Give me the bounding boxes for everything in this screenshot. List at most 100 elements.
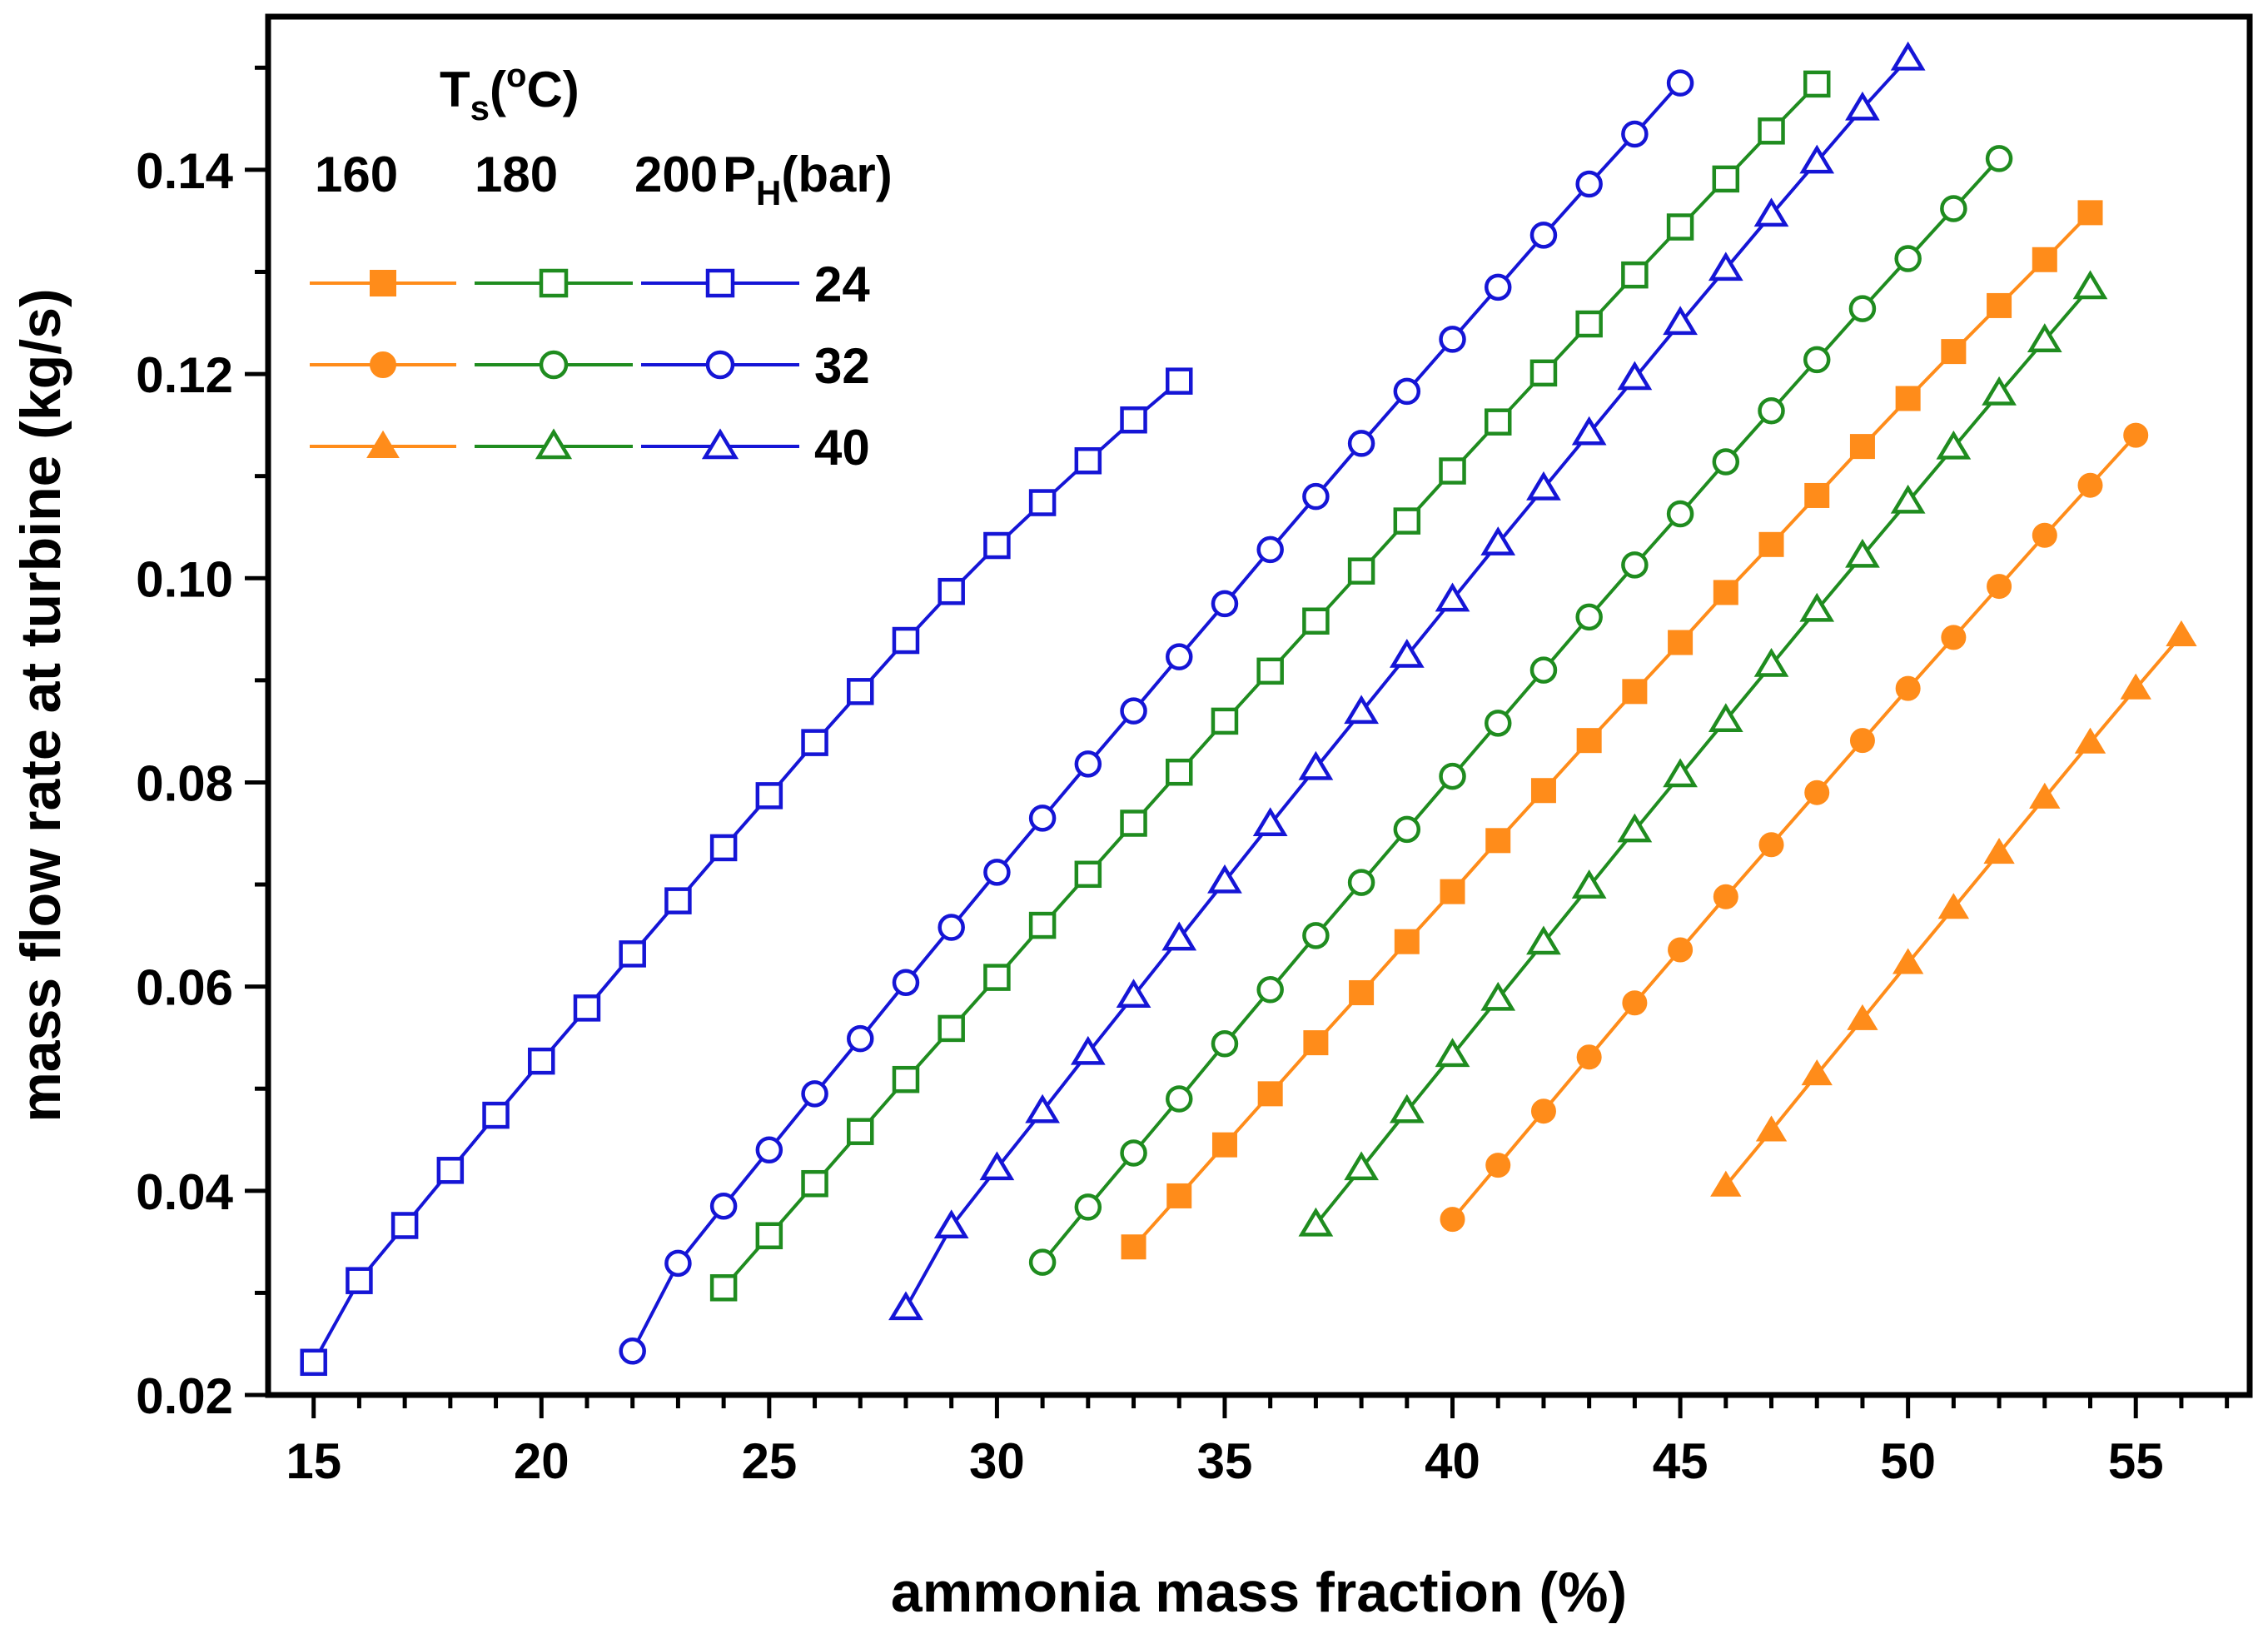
series-200-40-point <box>979 1151 1015 1181</box>
series-200-24-point <box>755 782 783 810</box>
series-200-40-point <box>1663 306 1698 336</box>
series-200-24 <box>300 367 1193 1377</box>
series-180-32-point <box>1666 500 1694 528</box>
series-180-32-point <box>1166 1085 1193 1113</box>
series-200-32-point <box>892 969 920 996</box>
series-180-32-point <box>1302 922 1330 949</box>
series-200-40-point <box>1161 921 1197 951</box>
series-180-40-point <box>1708 703 1743 732</box>
series-200-24-point <box>619 940 646 968</box>
series-160-24-line <box>1132 212 2091 1248</box>
series-180-24-point <box>892 1065 920 1093</box>
legend-sample-marker <box>370 351 396 378</box>
series-160-40 <box>1710 620 2197 1197</box>
series-160-24-point <box>1758 531 1784 557</box>
series-160-24-point <box>1713 580 1738 605</box>
series-200-24-point <box>847 678 874 705</box>
series-200-24-point <box>528 1047 555 1075</box>
legend: Ts(oC) 160 180 200 PH(bar) 24 32 40 <box>310 57 893 476</box>
series-200-32-point <box>1347 430 1375 457</box>
x-tick-label: 25 <box>741 1433 797 1489</box>
series-200-40-point <box>1025 1093 1060 1123</box>
series-180-40-point <box>1480 981 1516 1011</box>
series-160-40-point <box>1847 1004 1878 1030</box>
series-200-40-point <box>1070 1035 1106 1065</box>
series-180-40-point <box>1799 592 1835 622</box>
series-180-24-point <box>983 964 1011 991</box>
series-160-24-point <box>2032 247 2057 272</box>
series-200-32-point <box>1166 643 1193 670</box>
x-tick-label: 20 <box>514 1433 569 1489</box>
series-200-24-point <box>390 1212 419 1239</box>
series-160-24-point <box>1394 929 1420 954</box>
y-tick-label: 0.06 <box>136 960 233 1016</box>
series-200-32 <box>619 69 1694 1365</box>
series-180-32-point <box>1393 815 1421 844</box>
legend-row-label-24: 24 <box>814 257 870 312</box>
series-160-32-point <box>1804 780 1830 805</box>
x-axis-label: ammonia mass fraction (%) <box>891 1561 1627 1624</box>
x-tick-label: 50 <box>1880 1433 1936 1489</box>
legend-column-label-200: 200 <box>634 147 718 202</box>
series-180-40-point <box>2072 270 2108 300</box>
series-180-32-point <box>1712 448 1740 476</box>
series-180-24-point <box>847 1118 874 1145</box>
series-160-32-line <box>1450 434 2137 1221</box>
legend-sample-marker <box>535 428 573 460</box>
series-180-24-point <box>709 1274 738 1302</box>
series-180-40 <box>1298 270 2108 1237</box>
series-180-24-point <box>938 1014 965 1043</box>
series-160-24-point <box>1121 1234 1146 1260</box>
series-180-32-line <box>1041 157 2001 1263</box>
series-180-32-point <box>1758 396 1785 425</box>
series-160-40-point <box>2029 782 2061 809</box>
series-200-32-point <box>983 859 1011 886</box>
series-160-24-point <box>1211 1132 1237 1158</box>
series-180-24-point <box>1074 860 1102 889</box>
series-180-24-point <box>1211 707 1239 735</box>
series-200-32-point <box>938 914 965 941</box>
series-180-40-point <box>2027 323 2062 352</box>
legend-sample-marker <box>701 428 739 460</box>
series-200-24-point <box>1028 489 1057 516</box>
series-180-24-point <box>1439 457 1466 485</box>
series-200-32-point <box>1666 69 1694 97</box>
series-200-32-point <box>1211 590 1239 618</box>
series-200-32-point <box>1575 170 1603 198</box>
series-160-32 <box>1440 422 2149 1233</box>
plot-frame <box>265 13 2253 1398</box>
series-180-32-point <box>1028 1248 1057 1276</box>
x-tick-label: 55 <box>2108 1433 2164 1489</box>
legend-sample-marker <box>539 350 569 380</box>
series-200-24-point <box>892 626 920 655</box>
series-160-24-point <box>1303 1030 1329 1056</box>
series-180-40-point <box>1890 484 1926 514</box>
series-160-32-point <box>1576 1044 1602 1070</box>
series-200-24-point <box>1120 406 1147 434</box>
series-160-24-point <box>1576 728 1602 754</box>
series-180-40-point <box>1571 869 1607 899</box>
series-200-32-point <box>1439 326 1466 353</box>
series-160-40-point <box>1801 1059 1833 1086</box>
series-200-40-point <box>1526 471 1561 501</box>
series-180-32-point <box>1848 295 1877 322</box>
series-200-40-point <box>1344 695 1379 725</box>
series-180-24-point <box>1758 117 1785 145</box>
series-200-40-point <box>1298 750 1334 780</box>
series-160-32-point <box>1485 1153 1511 1178</box>
legend-column-label-160: 160 <box>315 147 398 202</box>
legend-row-label-40: 40 <box>814 420 870 476</box>
series-180-24-point <box>1393 507 1421 535</box>
series-160-32-point <box>1758 832 1784 858</box>
series-200-32-point <box>709 1192 738 1220</box>
x-tick-label: 40 <box>1425 1433 1480 1489</box>
series-180-32-point <box>1985 145 2013 172</box>
series-180-32-point <box>1120 1139 1147 1167</box>
series-200-24-point <box>482 1101 510 1129</box>
series-200-32-point <box>1302 482 1330 511</box>
y-tick-label: 0.02 <box>136 1368 233 1424</box>
series-180-32-point <box>1894 245 1922 272</box>
legend-samples <box>310 268 799 460</box>
